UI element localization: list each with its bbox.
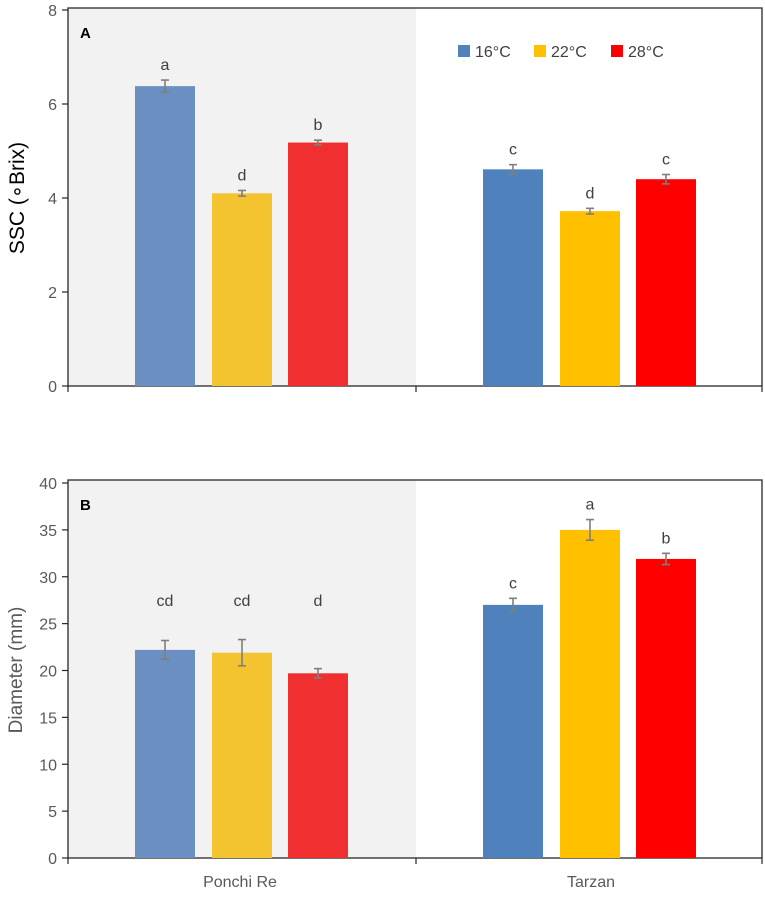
y-tick-label: 35	[39, 523, 57, 540]
category-label: Ponchi Re	[203, 874, 277, 891]
legend-label: 28°C	[628, 44, 664, 61]
panel-label: B	[80, 497, 91, 514]
significance-letter: c	[509, 575, 517, 592]
significance-letter: cd	[234, 593, 251, 610]
y-tick-label: 40	[39, 476, 57, 493]
y-tick-label: 4	[48, 191, 57, 208]
y-tick-label: 20	[39, 664, 57, 681]
y-axis-label: SSC (∘Brix)	[6, 142, 29, 254]
bar-28c-tarzan	[636, 179, 696, 386]
significance-letter: b	[314, 117, 323, 134]
significance-letter: b	[662, 530, 671, 547]
bar-28c-tarzan	[636, 558, 696, 858]
legend-swatch	[458, 45, 470, 57]
y-tick-label: 25	[39, 617, 57, 634]
y-tick-label: 6	[48, 97, 57, 114]
significance-letter: d	[586, 185, 595, 202]
bar-22c-tarzan	[560, 211, 620, 386]
y-tick-label: 8	[48, 3, 57, 20]
significance-letter: a	[161, 57, 170, 74]
bar-28c-ponchi-re	[288, 673, 348, 858]
panel-frame	[67, 479, 763, 859]
bar-28c-ponchi-re	[288, 142, 348, 386]
bar-22c-tarzan	[560, 529, 620, 858]
significance-letter: cd	[157, 593, 174, 610]
y-tick-label: 2	[48, 285, 57, 302]
bar-16c-ponchi-re	[135, 86, 195, 386]
legend-label: 22°C	[551, 44, 587, 61]
y-axis-label: Diameter (mm)	[6, 607, 27, 734]
legend-label: 16°C	[475, 44, 511, 61]
bar-22c-ponchi-re	[212, 193, 272, 386]
bar-16c-tarzan	[483, 169, 543, 386]
significance-letter: d	[314, 593, 323, 610]
y-tick-label: 0	[48, 379, 57, 396]
panel-frame	[67, 7, 763, 387]
bar-16c-tarzan	[483, 604, 543, 858]
significance-letter: c	[662, 152, 670, 169]
y-tick-label: 10	[39, 757, 57, 774]
significance-letter: a	[586, 497, 595, 514]
panel-label: A	[80, 25, 91, 42]
y-tick-label: 0	[48, 851, 57, 868]
legend-swatch	[534, 45, 546, 57]
category-label: Tarzan	[567, 874, 615, 891]
bar-22c-ponchi-re	[212, 652, 272, 858]
significance-letter: d	[238, 167, 247, 184]
bar-16c-ponchi-re	[135, 649, 195, 858]
y-tick-label: 30	[39, 570, 57, 587]
legend-swatch	[611, 45, 623, 57]
y-tick-label: 15	[39, 710, 57, 727]
significance-letter: c	[509, 142, 517, 159]
y-tick-label: 5	[48, 804, 57, 821]
